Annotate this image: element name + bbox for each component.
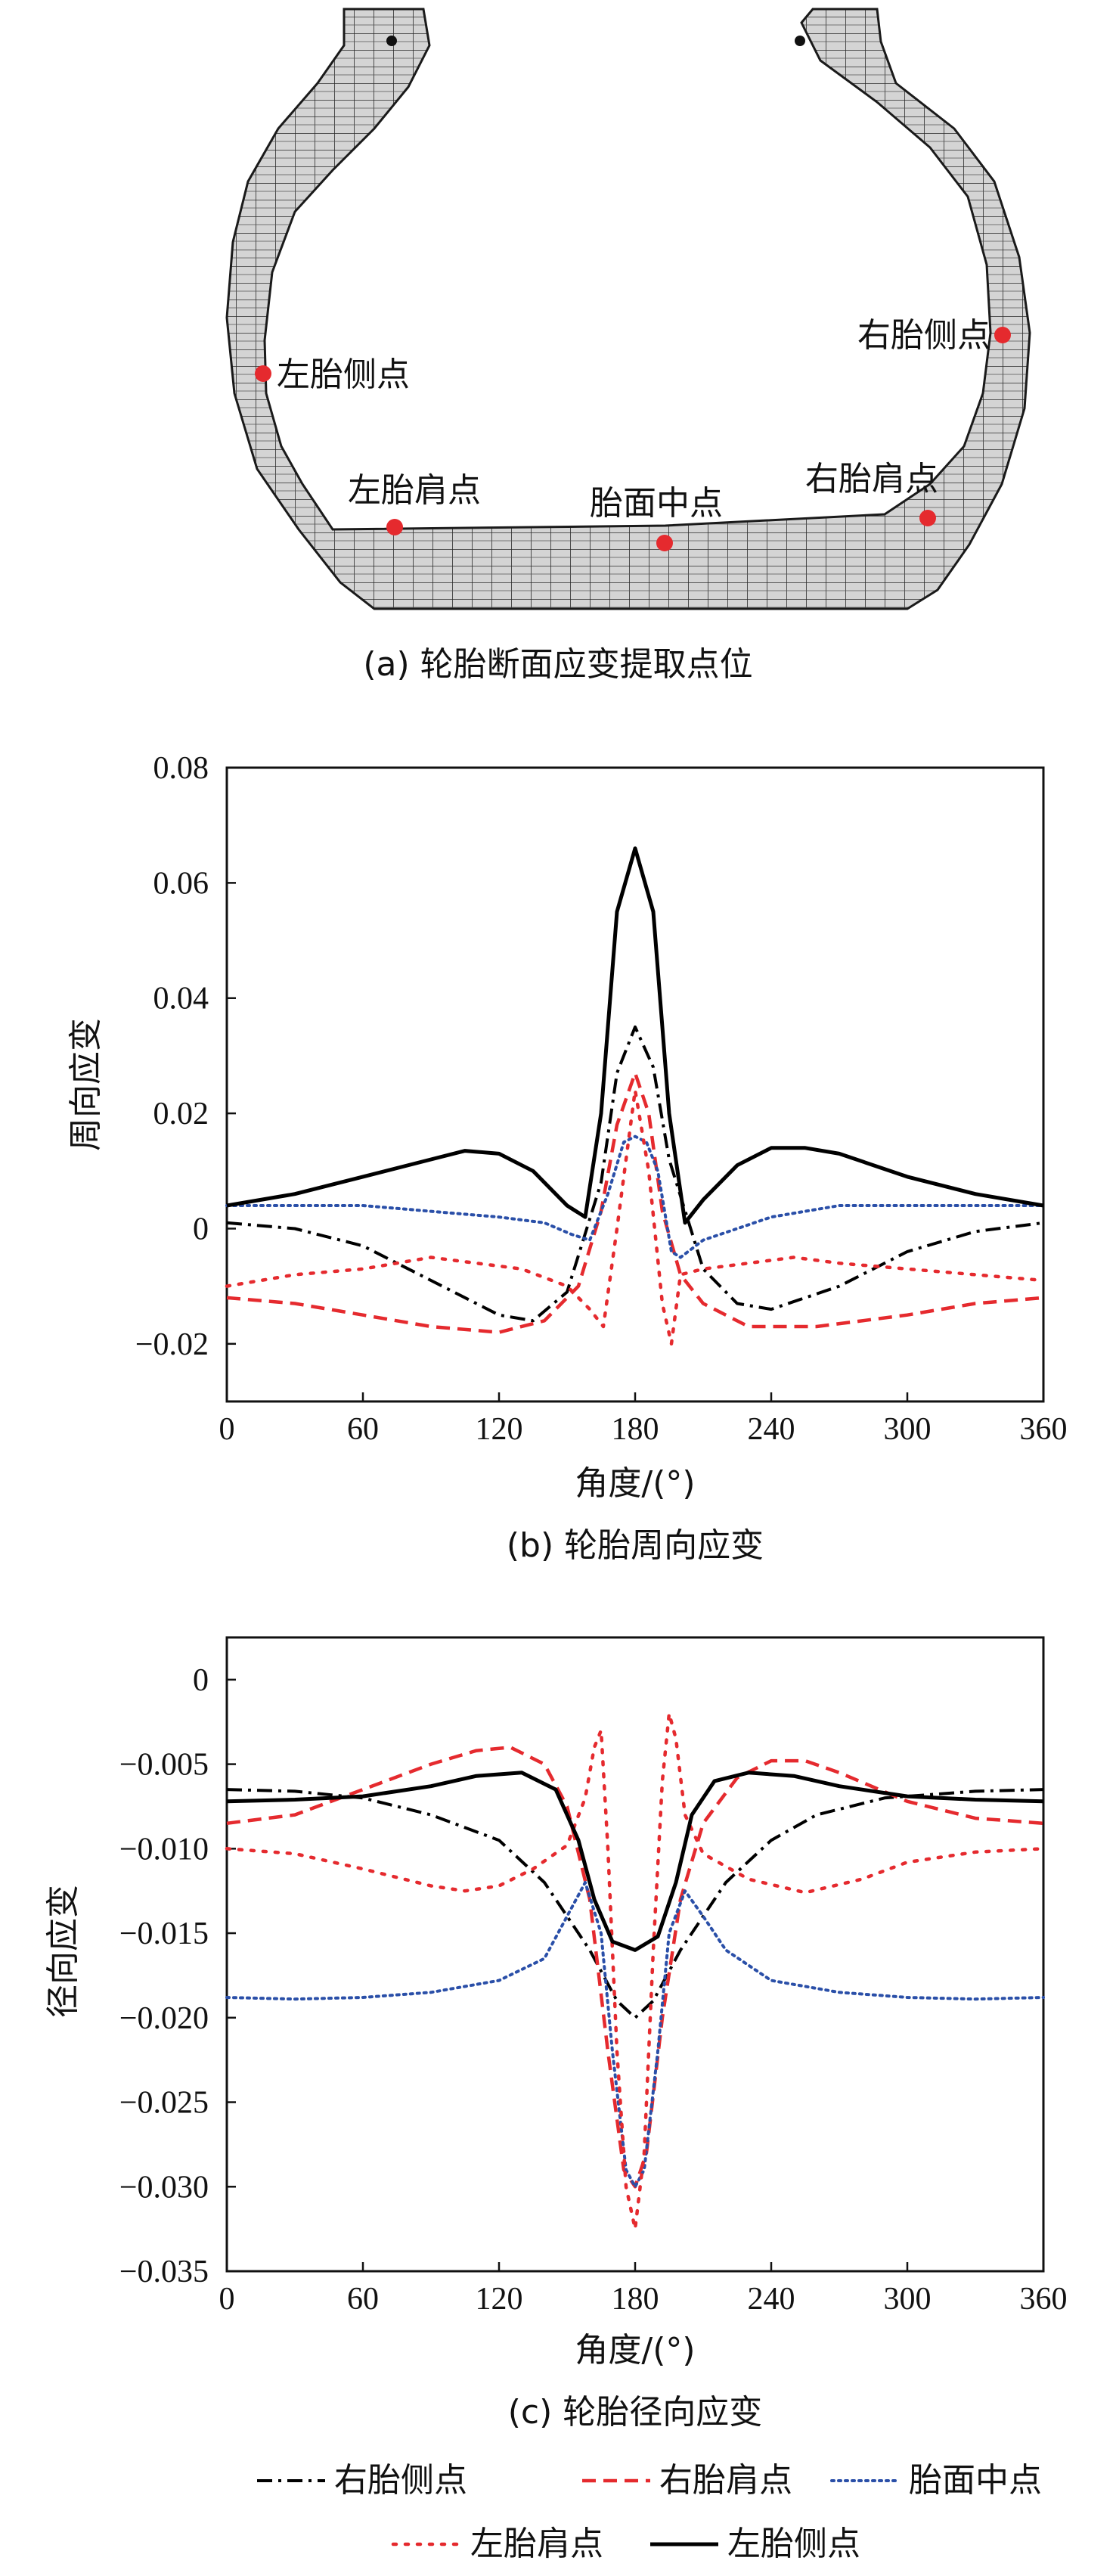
caption-c: (c) 轮胎径向应变 — [508, 2393, 763, 2432]
series-line-4 — [225, 1712, 1046, 2231]
x-tick-label: 300 — [884, 2282, 932, 2317]
bead-marker-right — [795, 36, 805, 46]
radial-strain-chart: 0 60 120 180 240 300 360 −0.035 −0.030 −0.025 −0.0… — [44, 1636, 1068, 2432]
right-shoulder-label: 右胎肩点 — [805, 460, 938, 498]
y-tick-label: −0.010 — [119, 1832, 209, 1867]
tread-center-label: 胎面中点 — [590, 484, 723, 523]
y-tick-label: −0.035 — [119, 2255, 209, 2289]
y-tick-label: −0.020 — [119, 2001, 209, 2036]
right-shoulder-point — [919, 510, 936, 526]
bead-marker-left — [386, 36, 397, 46]
tire-section-panel: 左胎侧点 右胎侧点 左胎肩点 胎面中点 右胎肩点 (a) 轮胎断面应变提取点位 — [225, 8, 1031, 684]
x-tick-label: 360 — [1020, 2282, 1068, 2317]
y-axis-label: 周向应变 — [67, 1018, 105, 1151]
x-axis-label: 角度/(°) — [575, 1464, 695, 1503]
x-tick-label: 360 — [1020, 1412, 1068, 1447]
y-tick-label: −0.02 — [135, 1327, 209, 1362]
x-tick-label: 180 — [612, 1412, 659, 1447]
series-line-2 — [226, 1746, 1044, 2189]
x-tick-label: 0 — [219, 1412, 235, 1447]
series-line-5 — [226, 1771, 1044, 1952]
legend-label-2: 右胎肩点 — [659, 2461, 792, 2500]
x-tick-label: 240 — [748, 1412, 795, 1447]
legend-label-1: 右胎侧点 — [334, 2461, 467, 2500]
y-tick-label: −0.030 — [119, 2170, 209, 2205]
y-tick-label: 0.04 — [153, 982, 209, 1016]
circumferential-strain-chart: 0 60 120 180 240 300 360 −0.02 0 0.02 0.04 0.06 0.08… — [67, 751, 1068, 1565]
legend-label-3: 胎面中点 — [909, 2461, 1042, 2500]
tread-center-point — [656, 535, 673, 551]
y-tick-label: 0.08 — [153, 751, 209, 786]
y-tick-label: 0.02 — [153, 1097, 209, 1131]
series-line-5 — [226, 846, 1044, 1225]
right-sidewall-point — [994, 327, 1011, 343]
legend-label-4: 左胎肩点 — [470, 2525, 603, 2563]
x-tick-label: 0 — [219, 2282, 235, 2317]
x-tick-label: 120 — [476, 2282, 523, 2317]
x-tick-label: 60 — [347, 2282, 379, 2317]
series-line-3 — [225, 1881, 1045, 2189]
legend-label-5: 左胎侧点 — [727, 2525, 860, 2563]
x-tick-label: 120 — [476, 1412, 523, 1447]
left-shoulder-label: 左胎肩点 — [348, 471, 481, 510]
series-line-1 — [226, 1788, 1044, 2019]
plot-frame — [225, 766, 1045, 1403]
series-line-4 — [225, 1088, 1046, 1346]
y-tick-label: −0.025 — [119, 2086, 209, 2121]
x-tick-label: 300 — [884, 1412, 932, 1447]
tire-cross-section-mesh — [225, 8, 1031, 610]
x-tick-label: 60 — [347, 1412, 379, 1447]
y-tick-label: 0 — [193, 1663, 209, 1698]
right-sidewall-label: 右胎侧点 — [857, 316, 990, 355]
y-tick-label: −0.015 — [119, 1916, 209, 1951]
x-axis-label: 角度/(°) — [575, 2331, 695, 2370]
series-line-3 — [225, 1134, 1045, 1259]
left-shoulder-point — [386, 519, 403, 535]
plot-frame — [225, 1636, 1045, 2273]
y-tick-label: −0.005 — [119, 1748, 209, 1783]
left-sidewall-label: 左胎侧点 — [277, 355, 410, 394]
series-line-2 — [226, 1071, 1044, 1334]
caption-a: (a) 轮胎断面应变提取点位 — [363, 645, 752, 684]
x-tick-label: 180 — [612, 2282, 659, 2317]
caption-b: (b) 轮胎周向应变 — [507, 1526, 764, 1565]
left-sidewall-point — [255, 365, 271, 382]
y-tick-label: 0 — [193, 1212, 209, 1246]
y-tick-label: 0.06 — [153, 866, 209, 901]
y-axis-label: 径向应变 — [44, 1885, 82, 2018]
series-line-1 — [226, 1025, 1044, 1323]
x-tick-label: 240 — [748, 2282, 795, 2317]
